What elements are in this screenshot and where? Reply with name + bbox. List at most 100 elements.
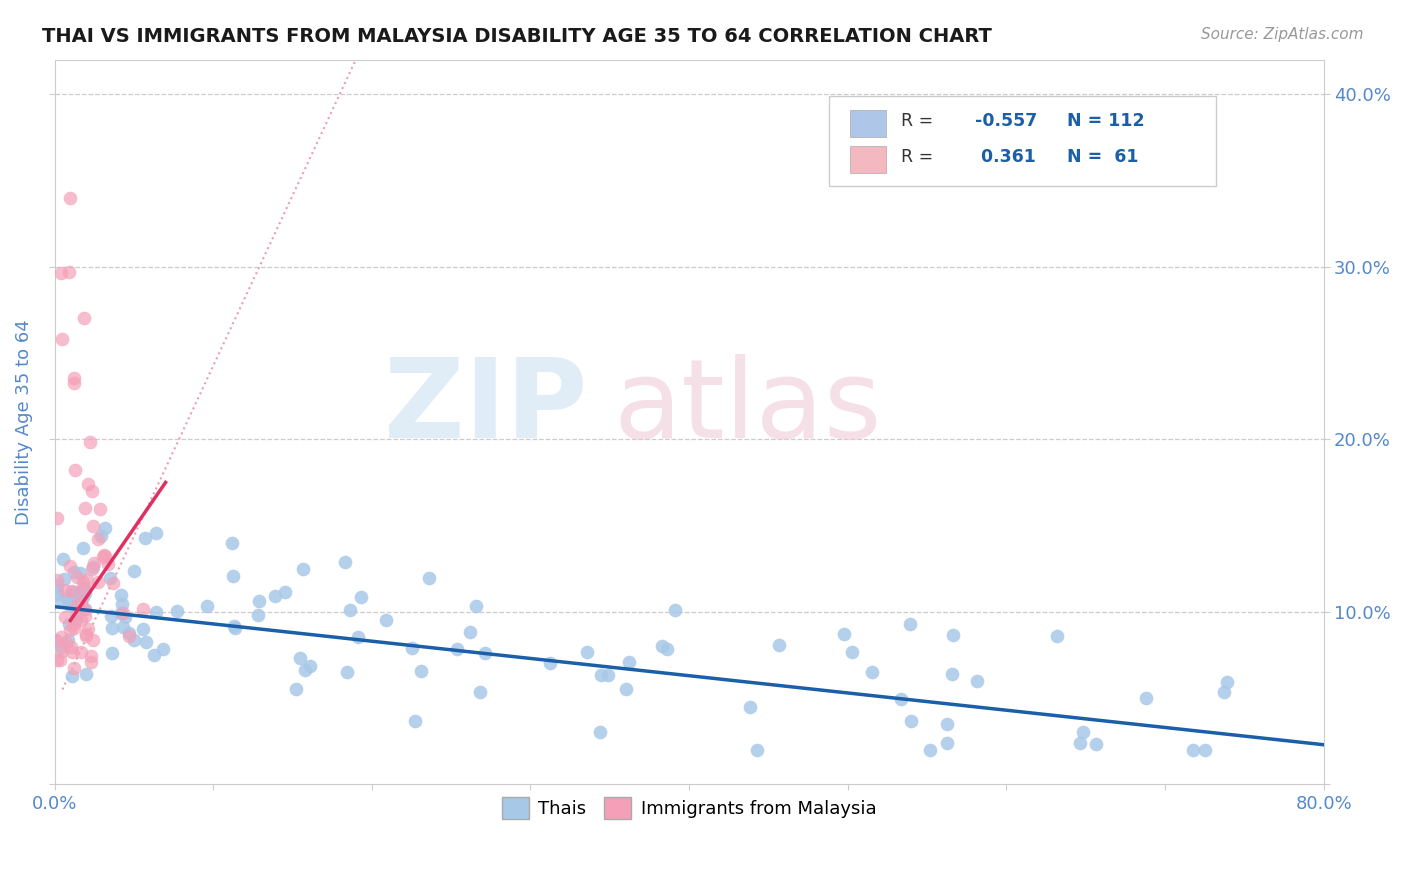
Point [65, 570, 87, 584]
Point [1212, 685, 1234, 699]
Point [45, 633, 67, 648]
Point [100, 608, 122, 623]
Point [768, 638, 790, 652]
Point [59, 559, 82, 574]
Point [941, 667, 963, 681]
Point [221, 536, 243, 550]
Point [44, 633, 66, 648]
Point [51, 594, 73, 608]
Point [122, 564, 145, 578]
Point [90, 529, 112, 543]
Point [589, 724, 612, 739]
Point [87, 574, 110, 589]
Point [350, 590, 373, 604]
Point [72, 590, 94, 604]
Point [657, 641, 679, 656]
Point [55, 591, 77, 605]
Point [70, 613, 93, 627]
Point [58, 633, 80, 648]
Point [51, 644, 73, 658]
Point [45, 511, 67, 525]
Point [75, 585, 97, 599]
Point [152, 641, 174, 656]
Point [45, 582, 67, 597]
Point [83, 556, 105, 570]
Point [135, 635, 157, 649]
Point [87, 532, 110, 546]
Point [58, 265, 80, 279]
Point [59, 598, 82, 612]
Point [900, 714, 922, 728]
Point [77, 622, 100, 636]
Point [73, 609, 96, 624]
Point [538, 656, 561, 670]
Point [1216, 674, 1239, 689]
Legend: Thais, Immigrants from Malaysia: Thais, Immigrants from Malaysia [495, 789, 883, 826]
Text: -0.557: -0.557 [974, 112, 1038, 130]
Point [59, 597, 82, 611]
FancyBboxPatch shape [828, 95, 1216, 186]
Point [333, 556, 356, 570]
Point [82, 632, 104, 647]
Point [75, 667, 97, 681]
Point [339, 602, 361, 616]
Point [62, 565, 84, 579]
Point [291, 562, 314, 576]
Point [46, 573, 69, 587]
Point [738, 699, 761, 714]
Point [617, 656, 640, 670]
Point [73, 310, 96, 325]
Point [101, 576, 124, 591]
Text: R =: R = [901, 112, 939, 130]
Point [224, 619, 246, 633]
Point [575, 645, 598, 659]
Point [111, 607, 134, 621]
Point [72, 574, 94, 589]
Point [145, 526, 167, 541]
Point [224, 621, 246, 635]
Point [832, 627, 855, 641]
Point [465, 599, 488, 614]
Point [898, 617, 921, 632]
Y-axis label: Disability Age 35 to 64: Disability Age 35 to 64 [15, 319, 32, 524]
Point [48, 653, 70, 667]
Point [60, 669, 83, 683]
Point [1181, 743, 1204, 757]
Point [75, 626, 97, 640]
Point [134, 531, 156, 545]
Point [890, 692, 912, 706]
Point [589, 668, 612, 682]
Point [49, 630, 72, 644]
Point [299, 658, 322, 673]
Point [65, 612, 87, 626]
Point [63, 371, 86, 385]
Point [401, 641, 423, 656]
Point [69, 594, 91, 608]
Point [60, 640, 83, 655]
Point [411, 664, 433, 678]
Text: R =: R = [901, 148, 939, 167]
Point [651, 640, 673, 654]
Point [82, 518, 104, 533]
Point [614, 682, 637, 697]
Point [60, 585, 83, 599]
Point [45, 653, 67, 667]
Point [474, 646, 496, 660]
Point [69, 566, 91, 581]
Point [76, 573, 98, 587]
Point [112, 620, 135, 634]
Point [67, 588, 90, 602]
Point [58, 623, 80, 637]
Text: THAI VS IMMIGRANTS FROM MALAYSIA DISABILITY AGE 35 TO 64 CORRELATION CHART: THAI VS IMMIGRANTS FROM MALAYSIA DISABIL… [42, 27, 993, 45]
Point [46, 587, 69, 601]
Point [195, 599, 218, 613]
Point [132, 623, 155, 637]
Point [347, 630, 370, 644]
Point [221, 569, 243, 583]
Point [117, 625, 139, 640]
Point [66, 599, 89, 613]
Point [60, 583, 83, 598]
Point [145, 605, 167, 619]
Point [51, 640, 73, 654]
Point [73, 602, 96, 616]
